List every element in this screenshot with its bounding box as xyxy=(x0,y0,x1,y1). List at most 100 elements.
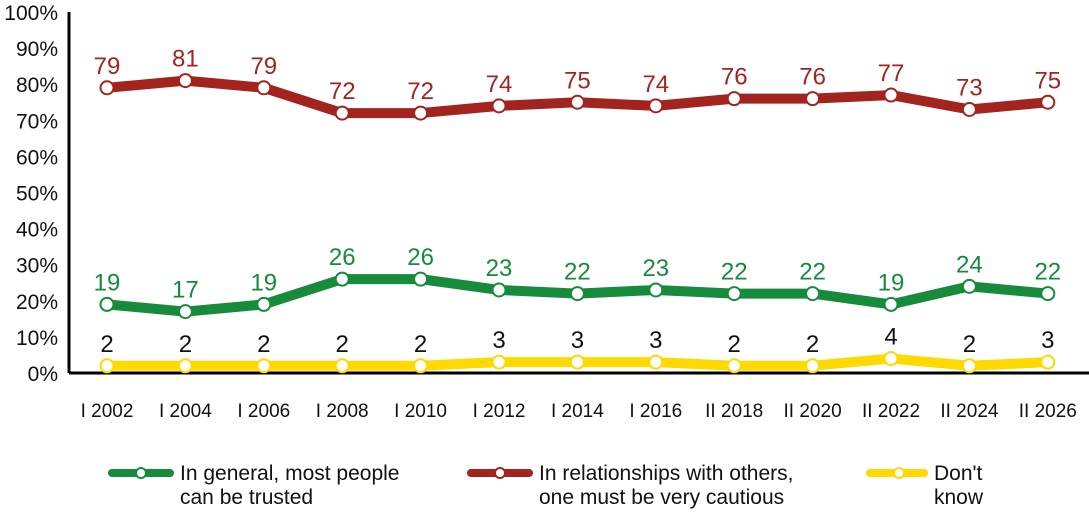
data-point-marker xyxy=(648,282,664,298)
data-label: 3 xyxy=(1041,327,1054,354)
y-tick-label: 80% xyxy=(16,74,58,97)
data-label: 74 xyxy=(486,71,513,98)
data-point-marker xyxy=(334,358,350,374)
data-point-marker xyxy=(883,296,899,312)
y-tick-label: 50% xyxy=(16,183,58,206)
data-label: 17 xyxy=(172,277,199,304)
data-point-marker xyxy=(883,351,899,367)
x-tick-label: I 2002 xyxy=(81,401,134,422)
legend-swatch-icon xyxy=(108,462,174,484)
data-label: 22 xyxy=(564,259,591,286)
data-point-marker xyxy=(648,98,664,114)
data-label: 79 xyxy=(250,53,277,80)
data-point-marker xyxy=(334,271,350,287)
chart-legend: In general, most people can be trusted I… xyxy=(0,462,1089,518)
data-label: 2 xyxy=(728,331,741,358)
data-point-marker xyxy=(961,101,977,117)
x-tick-label: II 2018 xyxy=(705,401,763,422)
data-point-marker xyxy=(805,358,821,374)
data-label: 26 xyxy=(407,244,434,271)
y-tick-label: 70% xyxy=(16,110,58,133)
data-point-marker xyxy=(99,296,115,312)
data-point-marker xyxy=(1040,286,1056,302)
data-point-marker xyxy=(413,271,429,287)
legend-label: In relationships with others, one must b… xyxy=(539,462,794,509)
legend-swatch-icon xyxy=(467,462,533,484)
data-label: 2 xyxy=(806,331,819,358)
data-point-marker xyxy=(491,354,507,370)
legend-swatch-icon xyxy=(866,462,928,484)
data-label: 19 xyxy=(878,269,905,296)
data-point-marker xyxy=(334,105,350,121)
data-point-marker xyxy=(648,354,664,370)
x-tick-label: II 2024 xyxy=(940,401,999,422)
data-label: 2 xyxy=(414,331,427,358)
data-point-marker xyxy=(726,286,742,302)
data-point-marker xyxy=(883,87,899,103)
data-point-marker xyxy=(177,73,193,89)
data-label: 19 xyxy=(94,269,121,296)
x-tick-label: II 2022 xyxy=(862,401,920,422)
data-label: 3 xyxy=(492,327,505,354)
y-tick-label: 100% xyxy=(4,2,58,25)
x-tick-label: I 2006 xyxy=(237,401,290,422)
x-tick-label: II 2020 xyxy=(784,401,842,422)
x-tick-label: I 2004 xyxy=(159,401,212,422)
data-label: 74 xyxy=(642,71,669,98)
data-point-marker xyxy=(961,278,977,294)
data-label: 2 xyxy=(336,331,349,358)
data-point-marker xyxy=(569,354,585,370)
data-label: 26 xyxy=(329,244,356,271)
data-label: 73 xyxy=(956,74,983,101)
data-point-marker xyxy=(569,286,585,302)
data-point-marker xyxy=(491,282,507,298)
data-point-marker xyxy=(177,358,193,374)
data-label: 24 xyxy=(956,251,983,278)
data-label: 79 xyxy=(94,53,121,80)
data-point-marker xyxy=(726,91,742,107)
data-label: 3 xyxy=(649,327,662,354)
data-point-marker xyxy=(1040,94,1056,110)
legend-label: Don't know xyxy=(934,462,984,509)
x-tick-label: I 2008 xyxy=(316,401,369,422)
data-point-marker xyxy=(805,286,821,302)
data-point-marker xyxy=(256,358,272,374)
data-point-marker xyxy=(256,296,272,312)
x-tick-label: I 2014 xyxy=(551,401,604,422)
data-label: 76 xyxy=(721,64,748,91)
data-label: 2 xyxy=(179,331,192,358)
data-label: 22 xyxy=(799,259,826,286)
legend-label: In general, most people can be trusted xyxy=(180,462,400,509)
data-label: 72 xyxy=(407,78,434,105)
y-tick-label: 0% xyxy=(28,363,58,386)
data-point-marker xyxy=(177,304,193,320)
data-point-marker xyxy=(256,80,272,96)
legend-item-trusted: In general, most people can be trusted xyxy=(108,462,399,510)
y-tick-label: 60% xyxy=(16,146,58,169)
data-label: 22 xyxy=(1034,259,1061,286)
data-point-marker xyxy=(726,358,742,374)
legend-item-dont-know: Don't know xyxy=(866,462,983,510)
data-point-marker xyxy=(99,358,115,374)
data-label: 72 xyxy=(329,78,356,105)
data-label: 3 xyxy=(571,327,584,354)
data-label: 22 xyxy=(721,259,748,286)
x-tick-label: II 2026 xyxy=(1019,401,1077,422)
y-tick-label: 10% xyxy=(16,327,58,350)
y-tick-label: 90% xyxy=(16,38,58,61)
data-point-marker xyxy=(413,105,429,121)
data-label: 2 xyxy=(963,331,976,358)
x-tick-label: I 2012 xyxy=(473,401,526,422)
data-label: 2 xyxy=(257,331,270,358)
data-point-marker xyxy=(99,80,115,96)
data-label: 23 xyxy=(486,255,513,282)
y-tick-label: 40% xyxy=(16,219,58,242)
data-point-marker xyxy=(491,98,507,114)
x-tick-label: I 2016 xyxy=(629,401,682,422)
data-point-marker xyxy=(1040,354,1056,370)
y-tick-label: 20% xyxy=(16,291,58,314)
data-point-marker xyxy=(413,358,429,374)
data-label: 81 xyxy=(172,46,199,73)
data-label: 75 xyxy=(1034,67,1061,94)
